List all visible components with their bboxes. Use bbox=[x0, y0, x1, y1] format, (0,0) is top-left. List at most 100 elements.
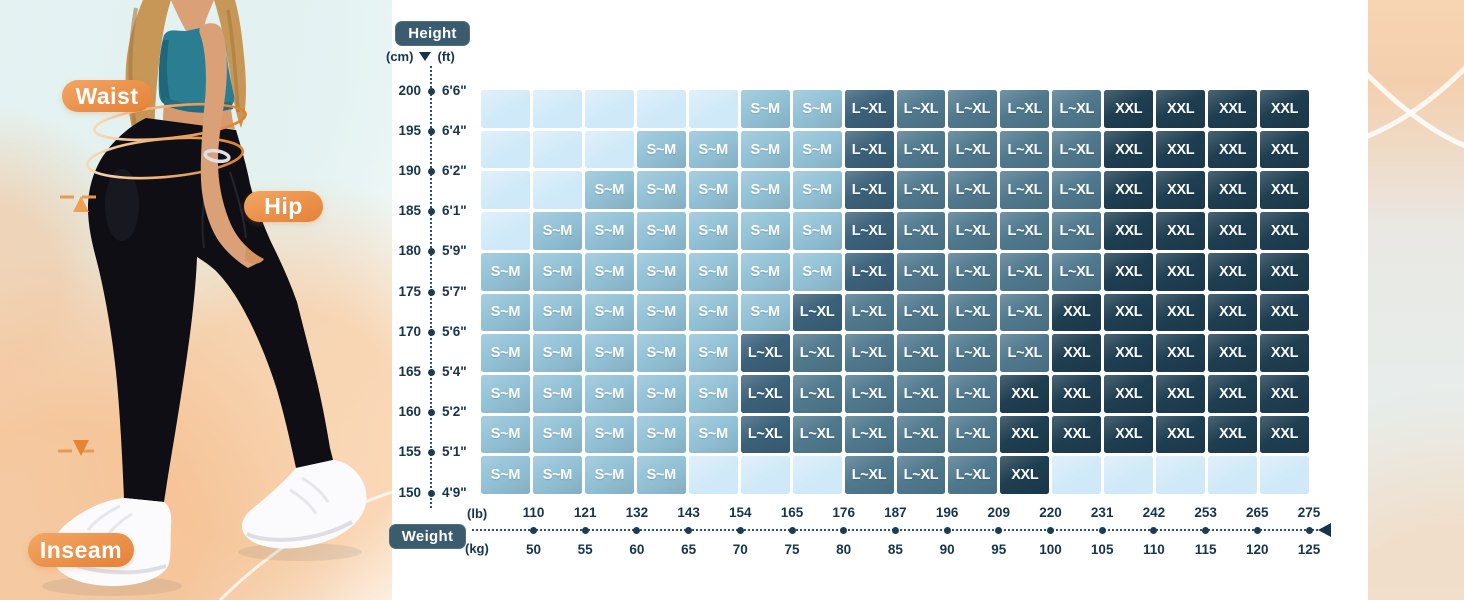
size-cell: XXL bbox=[1260, 374, 1309, 413]
arrow-down-icon bbox=[419, 51, 432, 61]
size-cell: L~XL bbox=[948, 212, 998, 250]
arm bbox=[199, 23, 264, 268]
size-cell: S~M bbox=[688, 252, 738, 291]
size-cell: S~M bbox=[584, 456, 634, 494]
size-cell: L~XL bbox=[896, 456, 946, 494]
size-cell: L~XL bbox=[844, 252, 894, 291]
size-cell: S~M bbox=[481, 293, 530, 332]
tick-dot bbox=[1150, 526, 1158, 534]
height-ft-value: 5'9" bbox=[442, 243, 467, 259]
weight-unit-lb: (lb) bbox=[467, 506, 488, 521]
height-ft-value: 5'6" bbox=[442, 323, 467, 339]
size-cell: L~XL bbox=[1000, 334, 1050, 372]
tick-dot bbox=[840, 526, 848, 534]
height-axis: 200 6'6" 195 6'4" 190 6'2" 185 6'1" 180 5'9" 175 5'… bbox=[381, 60, 491, 510]
size-cell bbox=[1260, 456, 1309, 494]
size-cell: S~M bbox=[740, 130, 790, 169]
size-cell: XXL bbox=[1104, 293, 1154, 332]
size-cell: L~XL bbox=[896, 374, 946, 413]
tick-dot bbox=[427, 449, 435, 457]
inseam-label: Inseam bbox=[28, 533, 134, 567]
size-cell: L~XL bbox=[792, 415, 842, 454]
weight-kg-value: 100 bbox=[1039, 542, 1062, 557]
size-cell: S~M bbox=[688, 415, 738, 454]
size-cell bbox=[740, 456, 790, 494]
weight-lb-value: 209 bbox=[987, 505, 1011, 520]
size-cell: L~XL bbox=[896, 334, 946, 372]
height-cm-value: 160 bbox=[398, 404, 421, 420]
weight-kg-value: 120 bbox=[1246, 542, 1269, 557]
weight-lb-value: 143 bbox=[677, 505, 700, 520]
weight-lb-value: 154 bbox=[729, 505, 752, 520]
weight-lb-value: 265 bbox=[1246, 505, 1269, 520]
weight-lb-value: 176 bbox=[832, 505, 855, 520]
height-cm-value: 190 bbox=[398, 162, 421, 178]
size-cell: S~M bbox=[688, 212, 738, 250]
size-cell: S~M bbox=[532, 415, 582, 454]
size-cell: L~XL bbox=[896, 171, 946, 210]
size-cell: S~M bbox=[584, 293, 634, 332]
size-cell: L~XL bbox=[896, 293, 946, 332]
size-cell bbox=[532, 90, 582, 128]
size-cell: S~M bbox=[792, 90, 842, 128]
size-cell: XXL bbox=[1052, 293, 1102, 332]
size-cell: L~XL bbox=[896, 252, 946, 291]
size-cell: S~M bbox=[688, 293, 738, 332]
size-cell: XXL bbox=[1104, 171, 1154, 210]
size-cell: XXL bbox=[1208, 252, 1258, 291]
size-cell: XXL bbox=[1156, 293, 1206, 332]
size-cell: XXL bbox=[1260, 130, 1309, 169]
height-cm-value: 200 bbox=[398, 82, 421, 98]
size-cell: L~XL bbox=[1052, 252, 1102, 291]
height-cm-value: 195 bbox=[398, 122, 421, 138]
size-cell: L~XL bbox=[1000, 293, 1050, 332]
size-cell: L~XL bbox=[844, 334, 894, 372]
height-tick: 160 5'2" bbox=[381, 404, 491, 420]
height-tick: 180 5'9" bbox=[381, 243, 491, 259]
size-cell: S~M bbox=[636, 334, 686, 372]
weight-kg-value: 105 bbox=[1090, 542, 1114, 557]
size-cell: L~XL bbox=[844, 90, 894, 128]
size-cell: XXL bbox=[1208, 374, 1258, 413]
height-axis-line bbox=[430, 66, 432, 508]
tick-dot bbox=[1253, 526, 1261, 534]
model-figure bbox=[42, 0, 392, 600]
weight-unit-kg: (kg) bbox=[465, 541, 489, 556]
height-ft-value: 5'7" bbox=[442, 283, 467, 299]
size-cell: L~XL bbox=[896, 212, 946, 250]
size-cell: S~M bbox=[636, 130, 686, 169]
weight-lb-value: 187 bbox=[884, 505, 907, 520]
size-cell: S~M bbox=[792, 171, 842, 210]
size-cell: S~M bbox=[584, 252, 634, 291]
height-unit-cm: (cm) bbox=[386, 48, 414, 64]
size-cell: XXL bbox=[1208, 293, 1258, 332]
tick-dot bbox=[891, 526, 899, 534]
height-ft-value: 6'1" bbox=[442, 203, 467, 219]
height-ft-value: 6'4" bbox=[442, 122, 467, 138]
weight-kg-value: 85 bbox=[887, 542, 903, 557]
size-cell: L~XL bbox=[844, 130, 894, 169]
size-cell: S~M bbox=[636, 456, 686, 494]
weight-lb-value: 220 bbox=[1039, 505, 1062, 520]
size-cell bbox=[636, 90, 686, 128]
size-cell: L~XL bbox=[1052, 90, 1102, 128]
tick-dot bbox=[1047, 526, 1054, 534]
tick-dot bbox=[427, 489, 435, 497]
weight-lb-value: 242 bbox=[1142, 505, 1166, 520]
size-cell: S~M bbox=[688, 374, 738, 413]
tick-dot bbox=[581, 526, 589, 534]
hip-label: Hip bbox=[244, 191, 323, 222]
size-cell: S~M bbox=[636, 293, 686, 332]
weight-lb-value: 196 bbox=[935, 505, 959, 520]
weight-kg-value: 55 bbox=[577, 542, 593, 557]
size-cell: L~XL bbox=[1000, 130, 1050, 169]
size-cell: S~M bbox=[636, 252, 686, 291]
size-cell: XXL bbox=[1000, 415, 1050, 454]
height-tick: 150 4'9" bbox=[381, 485, 491, 501]
size-cell: S~M bbox=[740, 90, 790, 128]
height-tick: 200 6'6" bbox=[381, 83, 491, 99]
size-cell: XXL bbox=[1104, 130, 1154, 169]
size-cell: L~XL bbox=[948, 130, 998, 169]
size-cell: L~XL bbox=[1000, 171, 1050, 210]
